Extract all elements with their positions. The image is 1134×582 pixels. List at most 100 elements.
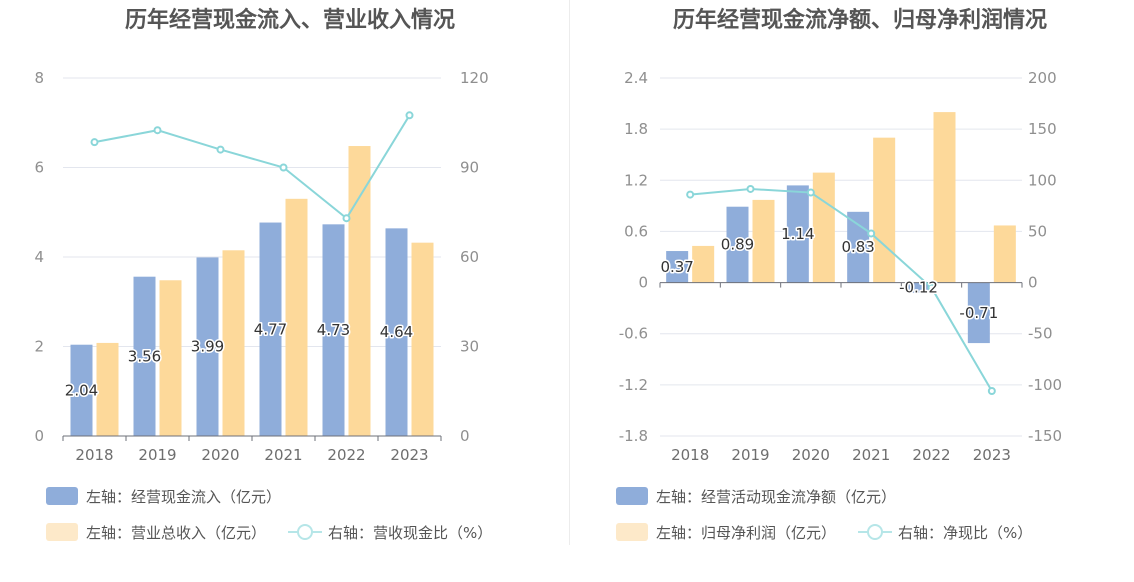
chart-plot-right: -1.8 -1.2 -0.6 0 0.6 1.2 1.8 2.4 -150 -100 -50 0 50 1… [619, 69, 1062, 464]
right-axis-tick-label: -100 [1028, 376, 1062, 394]
bar-revenue [222, 250, 245, 436]
line-point [90, 138, 99, 147]
line-point [216, 145, 225, 154]
legend-left: 左轴：经营现金流入（亿元） 左轴：营业总收入（亿元） 右轴：营收现金比（%） [46, 478, 546, 550]
line-point [927, 283, 936, 292]
left-axis-tick-label: 0.6 [624, 222, 648, 240]
bar-net-profit [873, 137, 896, 283]
legend-swatch-net-profit [616, 523, 648, 541]
right-axis-tick-label: 30 [460, 338, 479, 356]
line-point [342, 214, 351, 223]
bar-cash-inflow [70, 344, 93, 436]
legend-label-net-cash-ratio: 右轴：净现比（%） [898, 523, 1033, 542]
left-axis-tick-label: 6 [34, 159, 44, 177]
left-axis-tick-label: 8 [34, 69, 44, 87]
x-axis-tick-label: 2019 [138, 446, 176, 464]
right-axis-tick-label: -150 [1028, 427, 1062, 445]
bar-data-label: 0.89 [721, 236, 754, 254]
x-axis-tick-label: 2022 [912, 446, 950, 464]
bar-data-label: 3.56 [128, 347, 161, 365]
bar-data-label: 3.99 [191, 338, 224, 356]
chart-plot-left: 0 2 4 6 8 0 30 60 90 120 2018 2019 2020 2021 2022 2023 2… [34, 69, 489, 464]
line-point [279, 163, 288, 172]
right-axis-tick-label: 120 [460, 69, 489, 87]
bar-net-profit [933, 112, 956, 283]
legend-label-net-profit: 左轴：归母净利润（亿元） [656, 523, 837, 542]
right-axis-tick-label: 90 [460, 159, 479, 177]
right-axis-tick-label: 200 [1028, 69, 1057, 87]
bar-data-label: 4.77 [254, 320, 287, 338]
legend-line-swatch-net-cash-ratio [858, 523, 893, 541]
bar-revenue [285, 198, 308, 436]
bar-net-cash-flow [907, 282, 930, 293]
line-point [153, 126, 162, 135]
legend-label-cash-inflow: 左轴：经营现金流入（亿元） [86, 487, 282, 506]
bar-data-label: 0.83 [841, 238, 874, 256]
bar-revenue [348, 146, 371, 436]
legend-swatch-net-cash-flow [616, 487, 648, 505]
left-axis-tick-label: -0.6 [619, 325, 648, 343]
bar-data-label: 2.04 [65, 381, 98, 399]
left-axis-tick-label: 2.4 [624, 69, 648, 87]
legend-label-cash-ratio: 右轴：营收现金比（%） [328, 523, 493, 542]
line-cash-ratio [94, 114, 411, 220]
bar-net-profit [812, 172, 835, 283]
right-axis-tick-label: 0 [1028, 274, 1038, 292]
left-axis-tick-label: 1.2 [624, 171, 648, 189]
x-axis-tick-label: 2022 [327, 446, 365, 464]
bar-cash-inflow [196, 257, 219, 436]
bar-net-profit [993, 225, 1016, 283]
legend-item-cash-inflow[interactable]: 左轴：经营现金流入（亿元） [46, 486, 281, 507]
bar-net-cash-flow [786, 185, 809, 283]
x-axis-tick-label: 2021 [852, 446, 890, 464]
bar-net-cash-flow [666, 251, 689, 283]
legend-item-net-profit[interactable]: 左轴：归母净利润（亿元） [616, 522, 836, 543]
panel-divider [569, 0, 570, 545]
left-axis-tick-label: 0 [34, 427, 44, 445]
x-axis-tick-label: 2018 [75, 446, 113, 464]
right-axis-tick-label: -50 [1028, 325, 1053, 343]
legend-label-net-cash-flow: 左轴：经营活动现金流净额（亿元） [656, 487, 897, 506]
bar-data-label: 4.64 [380, 323, 413, 341]
bar-data-label: 4.73 [317, 321, 350, 339]
x-axis-tick-label: 2023 [973, 446, 1011, 464]
left-axis-tick-label: 4 [34, 248, 44, 266]
right-axis-tick-label: 60 [460, 248, 479, 266]
line-point [806, 188, 815, 197]
right-axis-tick-label: 150 [1028, 120, 1057, 138]
bar-cash-inflow [322, 224, 345, 436]
bar-data-label: -0.71 [959, 304, 998, 322]
legend-item-cash-ratio[interactable]: 右轴：营收现金比（%） [288, 522, 492, 543]
bar-net-profit [692, 245, 715, 283]
legend-item-net-cash-flow[interactable]: 左轴：经营活动现金流净额（亿元） [616, 486, 896, 507]
legend-right: 左轴：经营活动现金流净额（亿元） 左轴：归母净利润（亿元） 右轴：净现比（%） [616, 478, 1116, 550]
bar-cash-inflow [133, 276, 156, 436]
left-axis-tick-label: 0 [638, 274, 648, 292]
x-axis-tick-label: 2018 [671, 446, 709, 464]
left-axis-tick-label: -1.8 [619, 427, 648, 445]
chart-title-right: 历年经营现金流净额、归母净利润情况 [672, 8, 1047, 33]
legend-swatch-cash-inflow [46, 487, 78, 505]
bar-net-cash-flow [967, 282, 990, 344]
bar-data-label: 1.14 [781, 225, 814, 243]
line-point [405, 111, 414, 120]
legend-line-swatch-cash-ratio [288, 523, 323, 541]
bar-data-label: 0.37 [660, 258, 693, 276]
right-axis-tick-label: 50 [1028, 222, 1047, 240]
chart-panel-left: 历年经营现金流入、营业收入情况 0 2 4 6 8 0 30 60 90 120 2018 2019 2… [10, 0, 570, 582]
line-point [987, 386, 996, 395]
legend-item-revenue[interactable]: 左轴：营业总收入（亿元） [46, 522, 266, 543]
legend-item-net-cash-ratio[interactable]: 右轴：净现比（%） [858, 522, 1032, 543]
left-axis-tick-label: 1.8 [624, 120, 648, 138]
line-net-cash-ratio [690, 187, 993, 392]
x-axis-tick-label: 2019 [731, 446, 769, 464]
left-axis-tick-label: -1.2 [619, 376, 648, 394]
x-axis-tick-label: 2020 [201, 446, 239, 464]
bar-net-profit [752, 199, 775, 283]
right-axis-tick-label: 0 [460, 427, 470, 445]
legend-swatch-revenue [46, 523, 78, 541]
bar-revenue [96, 342, 119, 436]
right-axis-tick-label: 100 [1028, 171, 1057, 189]
bar-data-label: -0.12 [899, 279, 938, 297]
bar-net-cash-flow [726, 206, 749, 283]
